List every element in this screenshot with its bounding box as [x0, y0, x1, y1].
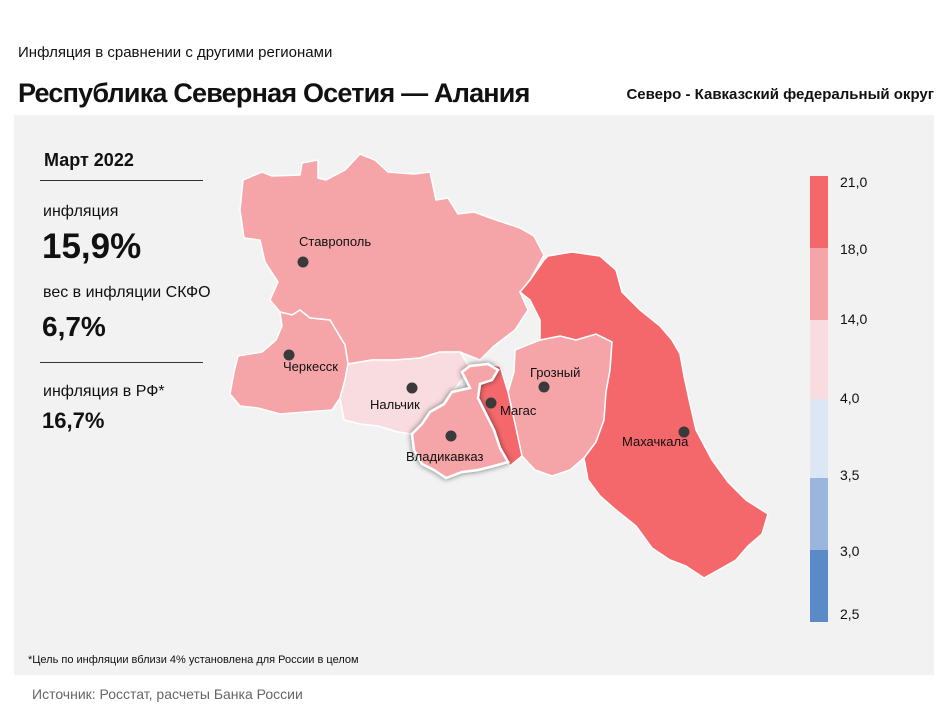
city-label-stavropol: Ставрополь — [299, 234, 371, 249]
inflation-value: 15,9% — [42, 227, 142, 266]
city-label-magas: Магас — [500, 403, 537, 418]
city-marker-stavropol — [297, 256, 309, 268]
district-label: Северо - Кавказский федеральный округ — [626, 86, 934, 103]
city-marker-vladikavkaz — [445, 430, 457, 442]
divider — [40, 180, 203, 181]
weight-value: 6,7% — [42, 311, 106, 342]
city-marker-makhachkala — [678, 426, 690, 438]
period-label: Март 2022 — [44, 150, 134, 170]
source-note: Источник: Росстат, расчеты Банка России — [32, 686, 303, 702]
page-title: Республика Северная Осетия — Алания — [18, 78, 530, 108]
city-marker-grozny — [538, 381, 550, 393]
legend-band-4-35 — [810, 399, 828, 478]
legend-tick-label: 3,5 — [840, 467, 860, 483]
legend-tick-label: 2,5 — [840, 606, 860, 622]
city-label-cherkessk: Черкесск — [283, 359, 338, 374]
region-north-ossetia — [410, 362, 510, 480]
legend-tick-label: 21,0 — [840, 174, 867, 190]
rf-inflation-label: инфляция в РФ* — [43, 383, 165, 400]
legend-tick-label: 4,0 — [840, 390, 860, 406]
city-label-makhachkala: Махачкала — [622, 434, 689, 449]
city-marker-magas — [485, 397, 497, 409]
legend-tick-label: 18,0 — [840, 241, 867, 257]
region-karachay-cherkessia — [229, 309, 349, 415]
city-marker-cherkessk — [283, 349, 295, 361]
page-subtitle: Инфляция в сравнении с другими регионами — [18, 44, 333, 61]
legend-band-18-14 — [810, 248, 828, 320]
legend-tick-label: 3,0 — [840, 543, 860, 559]
divider — [40, 362, 203, 363]
legend-band-21-18 — [810, 176, 828, 248]
weight-label: вес в инфляции СКФО — [43, 284, 211, 301]
legend-band-35-3 — [810, 478, 828, 550]
region-dagestan — [518, 251, 769, 579]
inflation-label: инфляция — [43, 203, 119, 220]
city-label-nalchik: Нальчик — [370, 397, 420, 412]
city-marker-nalchik — [406, 382, 418, 394]
legend-band-3-25 — [810, 550, 828, 622]
legend-band-14-4 — [810, 320, 828, 399]
legend-tick-label: 14,0 — [840, 311, 867, 327]
city-label-grozny: Грозный — [530, 365, 580, 380]
rf-inflation-value: 16,7% — [42, 408, 105, 433]
city-label-vladikavkaz: Владикавказ — [406, 449, 484, 464]
footnote: *Цель по инфляции вблизи 4% установлена … — [28, 654, 359, 666]
